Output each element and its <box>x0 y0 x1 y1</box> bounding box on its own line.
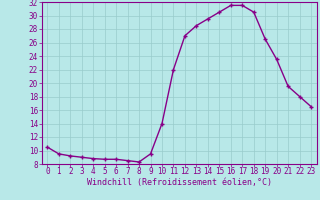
X-axis label: Windchill (Refroidissement éolien,°C): Windchill (Refroidissement éolien,°C) <box>87 178 272 187</box>
